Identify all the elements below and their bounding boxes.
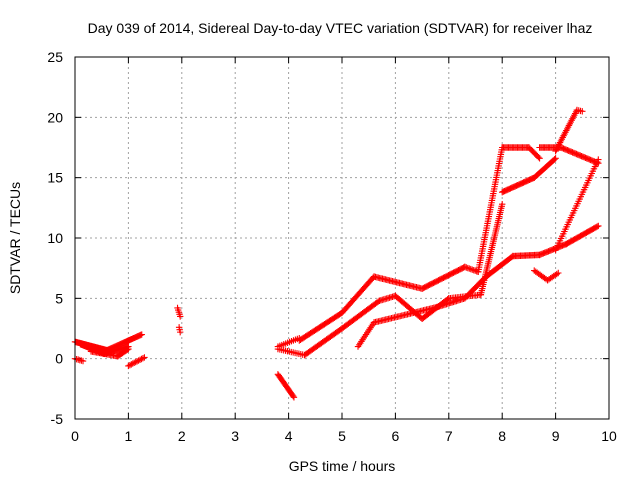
x-tick-label: 1 xyxy=(125,428,133,444)
x-tick-label: 4 xyxy=(285,428,293,444)
data-point xyxy=(595,222,602,230)
series-satellite-e xyxy=(174,304,184,336)
data-point xyxy=(552,155,559,162)
y-tick-label: 0 xyxy=(55,351,63,367)
x-tick-label: 0 xyxy=(71,428,79,444)
y-tick-label: 20 xyxy=(47,109,63,125)
data-point xyxy=(125,362,132,370)
data-points xyxy=(71,106,602,401)
x-tick-label: 10 xyxy=(601,428,617,444)
grid xyxy=(75,57,609,419)
x-tick-label: 6 xyxy=(392,428,400,444)
series-satellite-h xyxy=(274,106,586,359)
data-point xyxy=(593,223,601,230)
data-point xyxy=(579,108,586,115)
data-point xyxy=(555,269,562,277)
y-tick-label: -5 xyxy=(51,411,64,427)
x-tick-label: 5 xyxy=(338,428,346,444)
x-tick-label: 7 xyxy=(445,428,453,444)
data-point xyxy=(126,361,134,369)
plot-frame xyxy=(74,56,610,420)
data-point xyxy=(128,361,135,368)
data-point xyxy=(135,357,142,364)
series-satellite-c xyxy=(87,345,132,360)
series-satellite-j xyxy=(531,156,602,284)
x-tick-label: 8 xyxy=(498,428,506,444)
data-point xyxy=(138,331,145,338)
data-point xyxy=(289,392,297,400)
y-tick-label: 10 xyxy=(47,230,63,246)
data-point xyxy=(290,394,298,401)
series-satellite-i xyxy=(354,222,602,350)
data-point xyxy=(499,201,506,208)
x-tick-label: 2 xyxy=(178,428,186,444)
axis-ticks: 0 1 2 3 4 5 6 7 8 9 10 -5 0 5 10 15 20 25 xyxy=(47,49,617,444)
y-tick-label: 5 xyxy=(55,290,63,306)
data-point xyxy=(551,156,558,163)
data-point xyxy=(125,345,132,353)
data-point xyxy=(374,298,382,305)
y-tick-label: 25 xyxy=(47,49,63,65)
data-point xyxy=(595,156,602,163)
data-point xyxy=(129,360,136,367)
x-tick-label: 3 xyxy=(231,428,239,444)
data-point xyxy=(79,357,87,365)
data-point xyxy=(138,355,145,363)
series-satellite-d xyxy=(125,354,148,370)
x-tick-label: 9 xyxy=(552,428,560,444)
data-point xyxy=(132,358,139,366)
data-point xyxy=(133,358,141,365)
data-point xyxy=(124,346,131,354)
data-point xyxy=(535,153,542,161)
data-point xyxy=(536,155,543,162)
data-point xyxy=(131,359,138,367)
data-point xyxy=(141,354,148,361)
data-point xyxy=(139,355,147,362)
data-point xyxy=(176,313,184,320)
x-axis-label: GPS time / hours xyxy=(289,458,396,474)
series-satellite-g xyxy=(274,144,602,350)
y-axis-label: SDTVAR / TECUs xyxy=(7,182,23,294)
data-point xyxy=(176,328,184,336)
series-satellite-f xyxy=(274,371,298,401)
data-point xyxy=(553,270,560,278)
y-tick-label: 15 xyxy=(47,170,63,186)
chart-title: Day 039 of 2014, Sidereal Day-to-day VTE… xyxy=(88,20,593,36)
data-point xyxy=(136,356,144,363)
